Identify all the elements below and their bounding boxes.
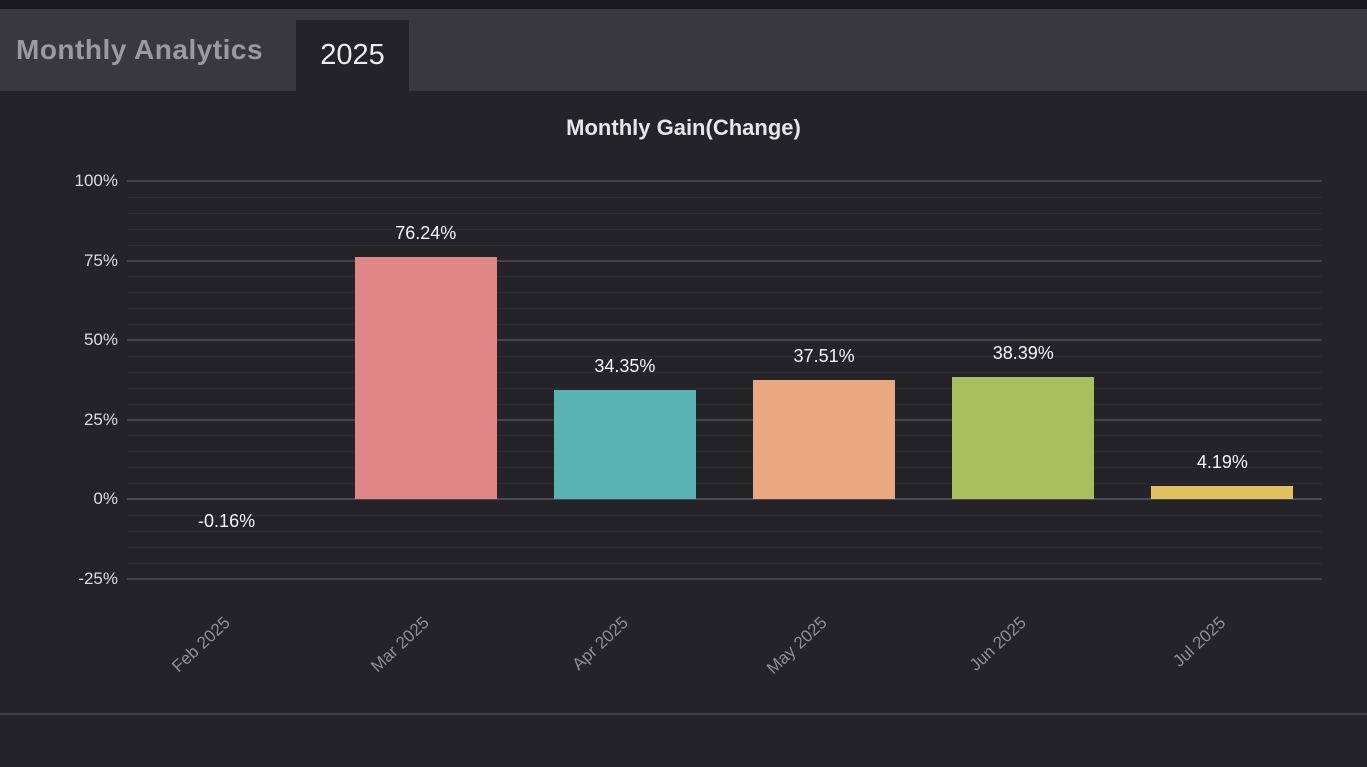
gridline-minor — [127, 562, 1322, 564]
gridline-minor — [127, 546, 1322, 548]
gridline-major — [127, 498, 1322, 500]
gridline-minor — [127, 292, 1322, 294]
chart-title: Monthly Gain(Change) — [566, 115, 801, 140]
gridline-major — [127, 259, 1322, 262]
gridline-minor — [127, 403, 1322, 405]
bar-may-2025[interactable] — [753, 379, 896, 499]
bar-value-label-apr-2025: 34.35% — [594, 355, 656, 376]
x-axis-tick-label-mar-2025: Mar 2025 — [367, 613, 433, 676]
gridline-minor — [127, 514, 1322, 516]
x-axis-tick-label-feb-2025: Feb 2025 — [168, 613, 234, 676]
bar-value-label-may-2025: 37.51% — [793, 345, 855, 366]
chart-region: Monthly Gain(Change) 100% 75% 50% 25% 0% -25%… — [0, 91, 1367, 713]
gridline-minor — [127, 387, 1322, 389]
gridline-minor — [127, 276, 1322, 278]
bar-value-label-jul-2025: 4.19% — [1196, 451, 1248, 472]
x-axis-tick-label-apr-2025: Apr 2025 — [568, 613, 632, 674]
gridline-minor — [127, 324, 1322, 326]
gridline-minor — [127, 228, 1322, 230]
bar-mar-2025[interactable] — [354, 256, 497, 499]
gridline-minor — [127, 530, 1322, 532]
bar-apr-2025[interactable] — [553, 389, 696, 499]
gridline-minor — [127, 196, 1322, 198]
gridline-minor — [127, 435, 1322, 437]
gridline-minor — [127, 212, 1322, 214]
y-axis-tick-label: 0% — [93, 489, 118, 508]
header-bar: Monthly Analytics 2025 — [0, 9, 1367, 91]
bar-jul-2025[interactable] — [1151, 485, 1294, 499]
gridline-major — [127, 180, 1322, 182]
y-axis-tick-label: 100% — [74, 171, 118, 190]
bar-chart-plot: 100% 75% 50% 25% 0% -25% -0.16% Feb 2025 76.24% M… — [0, 91, 1367, 713]
x-axis-tick-label-jun-2025: Jun 2025 — [966, 613, 1031, 675]
bar-feb-2025[interactable] — [156, 499, 298, 500]
gridline-minor — [127, 355, 1322, 357]
y-axis-tick-label: -25% — [78, 568, 118, 588]
tab-year-2025[interactable]: 2025 — [296, 20, 409, 91]
gridline-major — [127, 418, 1322, 421]
bar-value-label-jun-2025: 38.39% — [992, 342, 1054, 363]
x-axis-tick-label-may-2025: May 2025 — [763, 613, 832, 678]
y-axis-tick-label: 25% — [83, 409, 118, 429]
page-title: Monthly Analytics — [16, 34, 264, 65]
bar-value-label-mar-2025: 76.24% — [395, 222, 457, 243]
gridline-major — [127, 577, 1322, 580]
y-axis-tick-label: 50% — [83, 330, 118, 349]
bar-value-label-feb-2025: -0.16% — [198, 510, 256, 531]
gridline-minor — [127, 308, 1322, 310]
window-top-strip — [0, 0, 1367, 9]
content-divider — [0, 713, 1367, 715]
x-axis-tick-label-jul-2025: Jul 2025 — [1169, 613, 1230, 671]
gridline-minor — [127, 244, 1322, 246]
gridline-minor — [127, 371, 1322, 373]
gridline-minor — [127, 451, 1322, 453]
gridline-major — [127, 339, 1322, 341]
y-axis-tick-label: 75% — [83, 250, 118, 270]
bar-jun-2025[interactable] — [952, 376, 1095, 499]
gridline-minor — [127, 483, 1322, 485]
gridline-minor — [127, 467, 1322, 469]
